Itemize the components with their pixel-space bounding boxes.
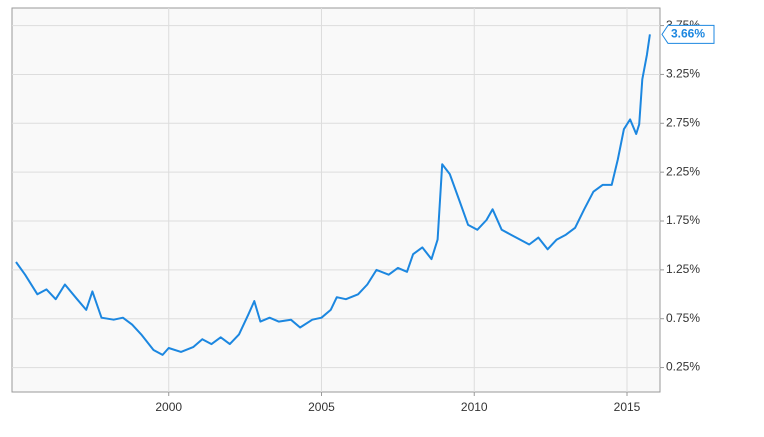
line-series <box>15 34 651 356</box>
value-label: 3.66% <box>671 27 705 41</box>
y-tick-label: 1.25% <box>666 262 700 276</box>
x-tick-label: 2005 <box>308 400 335 414</box>
y-tick-label: 2.25% <box>666 164 700 178</box>
value-label-box <box>661 24 715 44</box>
plot-area <box>11 7 661 393</box>
x-tick-label: 2000 <box>155 400 182 414</box>
y-tick-label: 3.25% <box>666 67 700 81</box>
x-tick-label: 2010 <box>461 400 488 414</box>
y-tick-label: 0.75% <box>666 311 700 325</box>
y-tick-label: 0.25% <box>666 360 700 374</box>
x-tick-label: 2015 <box>614 400 641 414</box>
y-tick-label: 1.75% <box>666 213 700 227</box>
y-tick-label: 2.75% <box>666 115 700 129</box>
